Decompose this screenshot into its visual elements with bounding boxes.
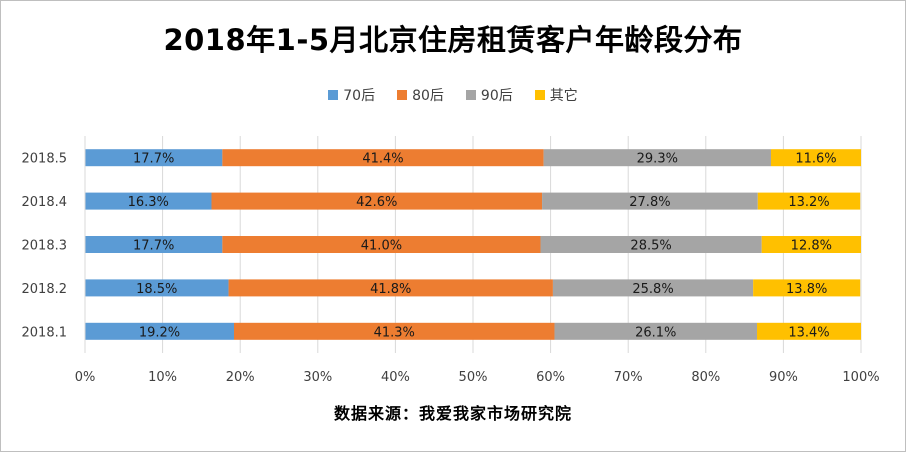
bar-segment <box>85 192 212 210</box>
legend-swatch <box>328 90 339 100</box>
bar-segment <box>540 236 762 253</box>
legend-label: 80后 <box>412 88 444 104</box>
x-tick-label: 50% <box>459 370 488 385</box>
y-category-label: 2018.1 <box>22 325 68 340</box>
bar-segment <box>85 149 223 167</box>
legend-item: 80后 <box>397 85 444 105</box>
data-label: 17.7% <box>133 239 174 254</box>
data-label: 42.6% <box>356 195 397 210</box>
x-tick-label: 0% <box>75 370 96 385</box>
legend-label: 70后 <box>343 88 376 104</box>
data-label: 18.5% <box>136 282 177 297</box>
data-label: 41.0% <box>361 239 402 254</box>
bar-segment <box>222 149 544 167</box>
legend-label: 90后 <box>480 88 513 104</box>
bar-segment <box>552 279 754 297</box>
bar-segment <box>554 322 758 340</box>
x-tick-label: 40% <box>381 370 410 385</box>
y-category-label: 2018.5 <box>22 152 68 167</box>
data-label: 13.2% <box>788 195 829 210</box>
data-label: 13.4% <box>788 325 829 340</box>
x-tick-label: 70% <box>614 370 643 385</box>
data-label: 28.5% <box>630 239 671 254</box>
chart-title: 2018年1-5月北京住房租赁客户年龄段分布 <box>163 23 743 57</box>
x-tick-label: 100% <box>842 370 879 385</box>
x-tick-label: 90% <box>769 370 798 385</box>
data-label: 41.4% <box>362 152 403 167</box>
bar-segment <box>85 322 234 340</box>
data-label: 26.1% <box>635 325 676 340</box>
y-category-label: 2018.2 <box>22 282 68 297</box>
bar-segment <box>228 279 553 297</box>
x-tick-label: 20% <box>226 370 255 385</box>
bar-segment <box>222 236 541 253</box>
bar-segment <box>757 322 861 340</box>
x-tick-label: 80% <box>691 370 720 385</box>
bar-segment <box>761 236 861 253</box>
data-label: 27.8% <box>629 195 670 210</box>
legend-swatch <box>465 90 476 100</box>
y-category-label: 2018.3 <box>22 239 68 254</box>
data-label: 41.3% <box>374 325 415 340</box>
bar-segment <box>85 236 223 253</box>
data-label: 11.6% <box>795 152 836 167</box>
legend-item: 90后 <box>465 85 513 105</box>
x-tick-label: 60% <box>536 370 565 385</box>
chart-legend: 70后 80后 90后 其它 <box>1 85 905 105</box>
legend-item: 70后 <box>328 85 375 105</box>
legend-item: 其它 <box>534 85 578 105</box>
bar-segment <box>211 192 543 210</box>
data-label: 13.8% <box>786 282 827 297</box>
data-label: 16.3% <box>128 195 169 210</box>
data-source: 数据来源：我爱我家市场研究院 <box>333 404 572 423</box>
x-tick-label: 30% <box>303 370 332 385</box>
data-label: 29.3% <box>637 152 678 167</box>
data-label: 19.2% <box>139 325 180 340</box>
legend-swatch <box>534 90 545 100</box>
legend-swatch <box>397 90 408 100</box>
y-category-label: 2018.4 <box>22 195 68 210</box>
data-label: 25.8% <box>632 282 673 297</box>
bar-segment <box>233 322 555 340</box>
legend-label: 其它 <box>549 88 578 104</box>
bar-segment <box>770 149 861 167</box>
bar-segment <box>85 279 229 297</box>
data-label: 12.8% <box>791 239 832 254</box>
bar-segment <box>753 279 861 297</box>
bar-segment <box>543 149 771 167</box>
data-label: 41.8% <box>370 282 411 297</box>
bar-segment <box>757 192 861 210</box>
x-tick-label: 10% <box>148 370 177 385</box>
bar-segment <box>542 192 758 210</box>
data-label: 17.7% <box>133 152 174 167</box>
